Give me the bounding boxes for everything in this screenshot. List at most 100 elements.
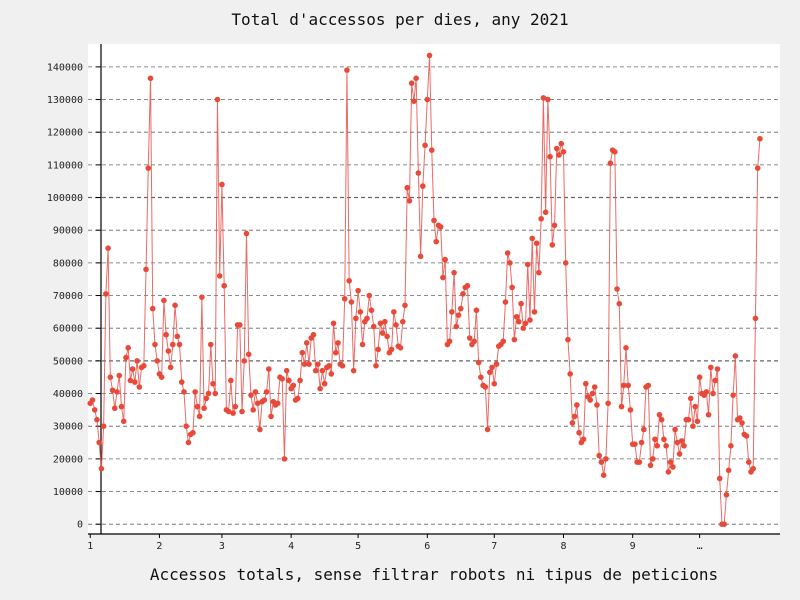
data-point [658,416,665,423]
data-point [473,307,480,314]
data-point [96,439,102,446]
data-point [321,380,328,387]
data-point [712,377,719,384]
data-point [723,492,730,498]
x-tick-label: 1 [87,541,93,552]
data-point [404,184,411,191]
data-point [397,345,404,351]
data-point [574,402,580,408]
data-point [216,273,223,279]
data-point [230,410,236,416]
data-point [382,318,388,325]
data-point [243,230,250,237]
data-point [504,250,511,256]
data-point [520,325,527,332]
data-point [120,418,127,425]
data-point [623,345,629,351]
data-point [176,341,183,348]
data-point [558,140,565,147]
data-point [221,282,227,289]
data-point [614,286,620,292]
y-tick-label: 50000 [53,356,83,367]
data-point [257,426,263,433]
data-point [721,521,727,527]
data-point [598,459,605,465]
data-point [732,353,739,359]
data-point [605,400,611,407]
y-tick-label: 30000 [53,422,83,433]
data-point [625,382,632,389]
data-point [167,364,174,371]
data-point [359,341,366,348]
data-point [328,371,335,377]
data-point [589,390,596,397]
data-point [190,429,196,436]
data-point [716,475,723,482]
y-tick-label: 80000 [53,258,83,269]
data-point [424,96,431,103]
y-tick-label: 90000 [53,226,83,237]
data-point [453,323,460,330]
data-point [341,296,348,302]
data-point [475,359,482,366]
data-point [440,274,446,281]
data-point [533,240,540,247]
data-point [178,379,185,385]
data-point [109,387,116,394]
y-tick-label: 140000 [47,62,83,73]
data-point [143,266,149,273]
data-point [239,408,245,415]
data-point [107,374,114,381]
data-point [594,402,600,408]
data-point [203,395,210,402]
data-point [522,320,529,327]
data-point [725,467,732,474]
data-point [420,183,426,189]
data-point [312,367,319,374]
data-point [616,300,623,307]
x-tick-label: 8 [560,541,566,552]
data-point [493,361,500,367]
data-point [562,260,569,266]
data-point [567,371,573,377]
data-point [201,405,207,412]
data-point [670,464,676,470]
data-point [511,336,518,343]
data-point [518,300,524,307]
data-point [489,364,495,371]
data-point [91,407,98,413]
data-point [279,376,286,382]
data-point [236,322,243,328]
data-point [152,341,158,348]
chart-title: Total d'accessos per dies, any 2021 [231,10,569,29]
data-point [245,351,252,358]
data-point [638,439,645,446]
data-point [618,403,625,410]
data-point [708,364,714,371]
data-point [116,372,123,379]
data-point [692,403,698,410]
data-point [647,462,654,469]
data-point [317,385,323,392]
data-point [571,413,578,420]
data-point [370,323,377,330]
data-point [303,340,310,346]
data-point [368,307,375,314]
data-point [482,384,489,390]
data-point [348,299,355,305]
data-point [754,165,761,171]
data-point [127,377,134,384]
data-point [509,284,515,291]
x-tick-label: 7 [491,541,497,552]
data-point [527,317,533,323]
data-point [306,361,312,367]
data-point [460,291,466,297]
data-point [661,436,667,443]
data-point [232,403,239,410]
data-point [319,367,326,374]
data-point [676,451,683,457]
data-point [406,198,413,204]
data-point [632,441,638,447]
data-point [205,390,212,397]
